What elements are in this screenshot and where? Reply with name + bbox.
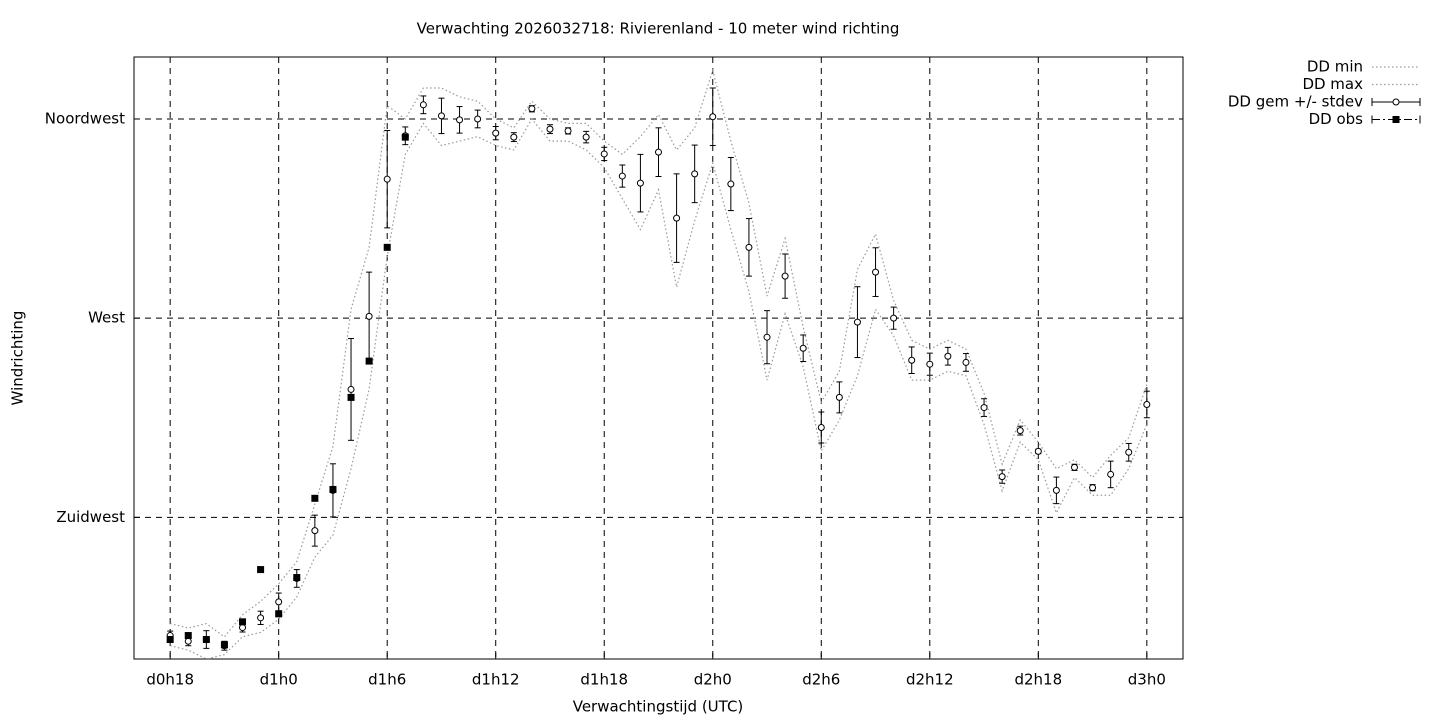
mean-point bbox=[528, 105, 536, 113]
y-tick-label: West bbox=[88, 309, 125, 327]
chart-title: Verwachting 2026032718: Rivierenland - 1… bbox=[417, 20, 900, 38]
obs-point bbox=[329, 485, 337, 493]
mean-point bbox=[492, 129, 500, 137]
mean-point bbox=[1070, 463, 1078, 471]
mean-point bbox=[510, 133, 518, 141]
legend-label: DD max bbox=[1302, 75, 1363, 93]
mean-point bbox=[1016, 427, 1024, 435]
mean-point bbox=[546, 125, 554, 133]
mean-point bbox=[980, 404, 988, 412]
mean-point bbox=[582, 133, 590, 141]
obs-point bbox=[202, 636, 210, 644]
mean-point bbox=[1089, 484, 1097, 492]
x-axis-label: Verwachtingstijd (UTC) bbox=[573, 698, 744, 716]
mean-point bbox=[673, 214, 681, 222]
mean-point bbox=[727, 180, 735, 188]
mean-point bbox=[962, 358, 970, 366]
mean-point bbox=[655, 148, 662, 156]
plot-border bbox=[133, 56, 1184, 660]
legend-swatch bbox=[1392, 98, 1400, 106]
mean-point bbox=[239, 624, 247, 632]
mean-point bbox=[709, 113, 717, 121]
mean-point bbox=[853, 318, 861, 326]
obs-point bbox=[311, 494, 319, 502]
mean-point bbox=[908, 356, 916, 364]
obs-point bbox=[347, 393, 355, 401]
mean-point bbox=[636, 179, 644, 187]
legend-swatch bbox=[1392, 116, 1400, 123]
mean-point bbox=[383, 175, 391, 183]
mean-point bbox=[311, 527, 319, 535]
mean-point bbox=[890, 314, 898, 322]
mean-point bbox=[799, 344, 807, 352]
mean-point bbox=[872, 268, 880, 276]
x-tick-label: d1h6 bbox=[368, 671, 406, 689]
legend-label: DD obs bbox=[1309, 110, 1364, 128]
obs-point bbox=[383, 243, 391, 251]
x-tick-label: d2h12 bbox=[906, 671, 954, 689]
mean-point bbox=[257, 614, 265, 622]
obs-point bbox=[275, 610, 283, 618]
mean-point bbox=[437, 112, 445, 120]
obs-point bbox=[401, 133, 409, 141]
mean-point bbox=[926, 360, 934, 368]
mean-point bbox=[781, 272, 789, 280]
mean-point bbox=[1107, 470, 1115, 478]
mean-point bbox=[763, 333, 771, 341]
obs-point bbox=[293, 574, 301, 582]
mean-point bbox=[275, 598, 283, 606]
mean-point bbox=[618, 172, 626, 180]
mean-point bbox=[835, 393, 843, 401]
mean-point bbox=[817, 423, 825, 431]
mean-point bbox=[365, 312, 373, 320]
mean-point bbox=[184, 637, 192, 645]
x-tick-label: d1h18 bbox=[580, 671, 628, 689]
mean-point bbox=[600, 150, 608, 158]
obs-point bbox=[184, 632, 192, 640]
series-line bbox=[170, 117, 1148, 660]
mean-point bbox=[998, 473, 1006, 481]
y-axis-label: Windrichting bbox=[9, 311, 27, 406]
x-tick-label: d2h6 bbox=[802, 671, 840, 689]
mean-point bbox=[1125, 448, 1133, 456]
x-tick-label: d1h12 bbox=[472, 671, 520, 689]
mean-point bbox=[347, 385, 355, 393]
mean-point bbox=[1034, 447, 1042, 455]
mean-point bbox=[691, 170, 699, 178]
x-tick-label: d0h18 bbox=[146, 671, 194, 689]
legend-label: DD min bbox=[1307, 58, 1363, 76]
y-tick-label: Noordwest bbox=[45, 109, 125, 127]
x-tick-label: d1h0 bbox=[260, 671, 298, 689]
obs-point bbox=[166, 636, 174, 644]
y-tick-label: Zuidwest bbox=[56, 508, 125, 526]
mean-point bbox=[456, 116, 464, 124]
mean-point bbox=[1052, 486, 1060, 494]
series-line bbox=[170, 68, 1148, 638]
mean-point bbox=[419, 101, 427, 109]
obs-point bbox=[220, 641, 228, 649]
x-tick-label: d3h0 bbox=[1128, 671, 1166, 689]
obs-point bbox=[257, 566, 265, 574]
obs-point bbox=[239, 618, 247, 626]
legend-label: DD gem +/- stdev bbox=[1228, 93, 1363, 111]
obs-point bbox=[365, 357, 373, 365]
x-tick-label: d2h0 bbox=[694, 671, 732, 689]
mean-point bbox=[745, 243, 753, 251]
mean-point bbox=[474, 115, 482, 123]
x-tick-label: d2h18 bbox=[1014, 671, 1062, 689]
mean-point bbox=[1143, 400, 1151, 408]
mean-point bbox=[944, 352, 952, 360]
mean-point bbox=[564, 127, 572, 135]
